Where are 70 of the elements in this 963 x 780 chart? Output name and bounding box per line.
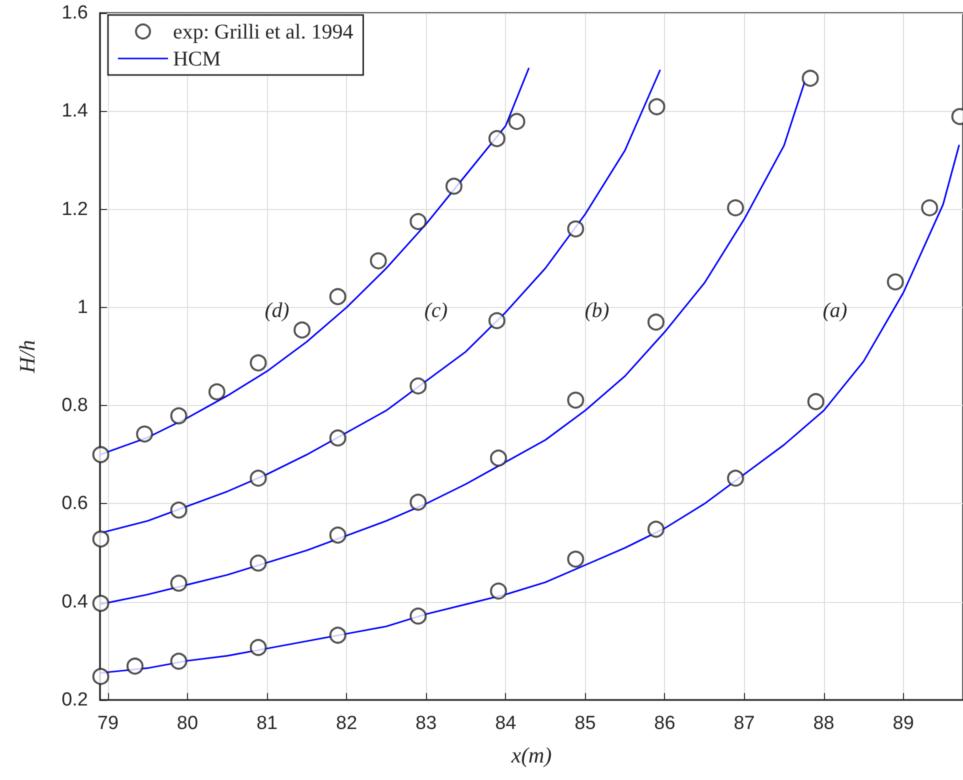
point — [647, 520, 664, 538]
point — [490, 450, 507, 467]
point — [727, 199, 744, 216]
point — [490, 582, 507, 600]
y-tick-label: 1.4 — [62, 100, 88, 122]
point — [567, 392, 584, 409]
point — [802, 70, 819, 87]
x-tick-label: 86 — [654, 713, 676, 734]
point — [508, 112, 526, 130]
point — [92, 530, 110, 548]
annotation: (d) — [264, 298, 290, 322]
point — [329, 526, 346, 544]
point — [648, 98, 666, 116]
point — [136, 426, 154, 443]
point — [250, 554, 267, 572]
point — [567, 220, 584, 238]
point — [488, 130, 506, 148]
x-tick-label: 81 — [256, 713, 278, 734]
x-tick-label: 89 — [892, 713, 914, 734]
legend-label: HCM — [173, 46, 222, 70]
point — [250, 354, 267, 372]
x-tick-label: 80 — [176, 713, 198, 734]
annotation: (b) — [584, 298, 610, 322]
point — [410, 494, 427, 511]
point — [170, 652, 188, 670]
x-tick-label: 79 — [97, 713, 119, 734]
point — [250, 470, 267, 487]
y-tick-label: 0.6 — [62, 493, 88, 514]
point — [329, 626, 346, 644]
point — [92, 668, 110, 685]
point — [727, 470, 744, 487]
point — [208, 383, 226, 400]
point — [250, 638, 267, 656]
y-tick-label: 0.8 — [62, 395, 88, 416]
point — [92, 446, 110, 464]
x-tick-label: 84 — [495, 713, 517, 734]
point — [170, 574, 188, 592]
point — [886, 273, 904, 290]
point — [410, 213, 427, 230]
x-tick-label: 85 — [574, 713, 596, 734]
y-tick-label: 1.6 — [62, 2, 88, 24]
point — [126, 658, 144, 675]
x-tick-label: 83 — [416, 713, 437, 734]
x-tick-label: 87 — [734, 713, 755, 734]
y-tick-label: 1.2 — [62, 198, 88, 220]
point — [410, 377, 427, 394]
point — [329, 288, 346, 306]
x-tick-label: 82 — [336, 713, 358, 734]
legend-label: exp: Grilli et al. 1994 — [173, 20, 354, 44]
y-axis-title: H/h — [14, 340, 40, 374]
point — [92, 594, 110, 612]
x-axis-title: x(m) — [510, 742, 552, 768]
x-tick-label: 88 — [813, 713, 834, 734]
y-tick-label: 0.2 — [62, 690, 88, 710]
point — [567, 550, 584, 568]
point — [807, 393, 824, 410]
point — [445, 178, 462, 195]
y-tick-label: 0.4 — [62, 591, 88, 612]
y-tick-label: 1 — [77, 296, 88, 318]
annotation: (c) — [424, 298, 448, 322]
point — [488, 312, 506, 330]
annotation: (a) — [822, 298, 848, 322]
point — [370, 252, 387, 270]
point — [294, 322, 311, 338]
point — [329, 429, 346, 446]
point — [921, 199, 938, 216]
point — [647, 314, 664, 331]
point — [410, 608, 427, 625]
point — [170, 407, 188, 424]
point — [170, 502, 188, 519]
